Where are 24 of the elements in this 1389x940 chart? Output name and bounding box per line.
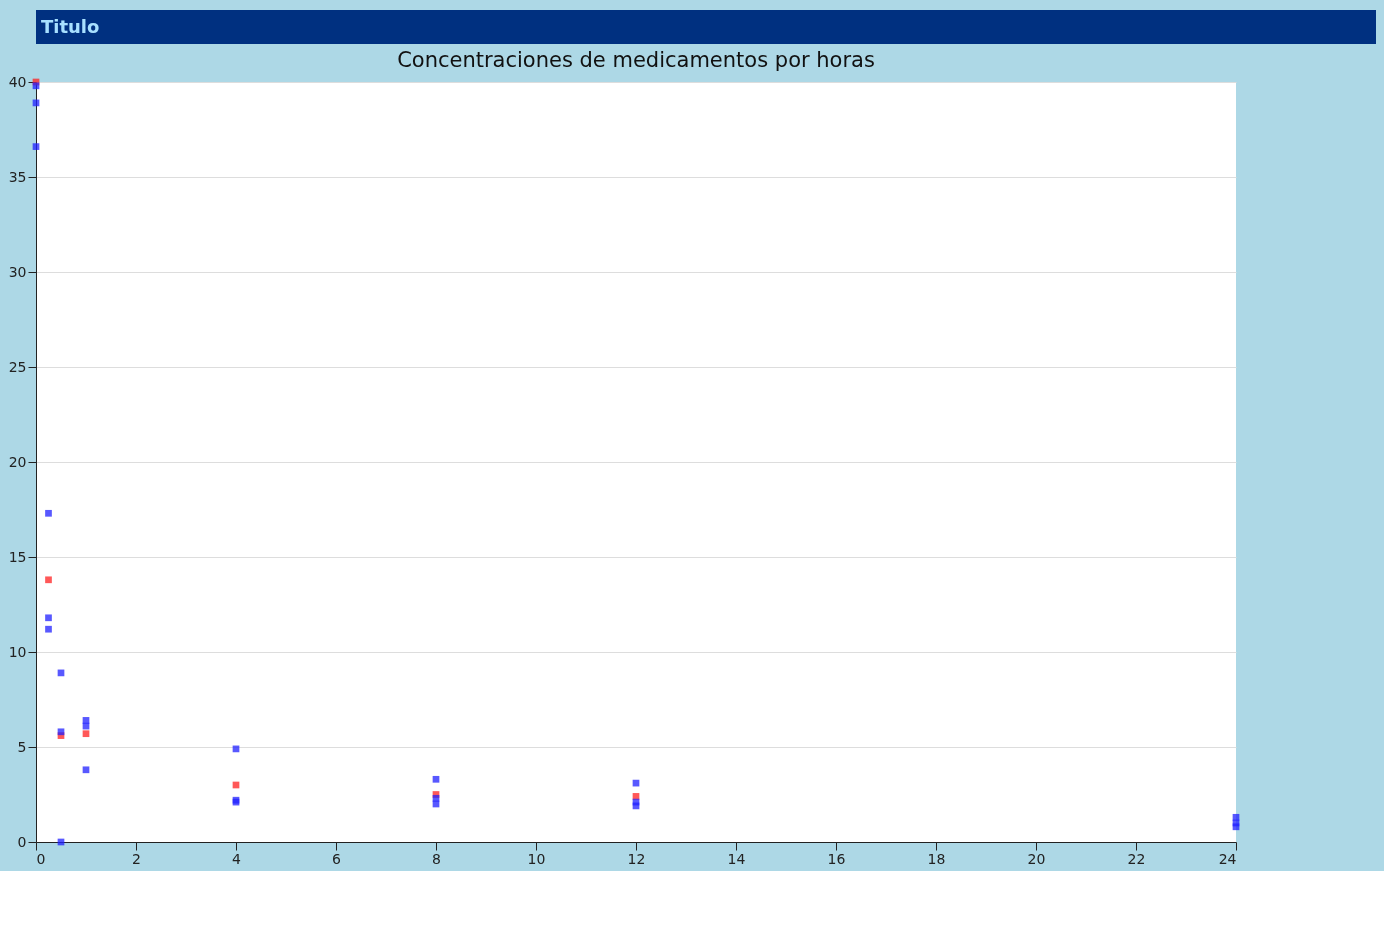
y-tick-label: 0 (17, 833, 27, 850)
x-tick-label: 2 (132, 850, 141, 867)
x-tick-label: 12 (627, 850, 646, 867)
x-tick-label: 22 (1127, 850, 1146, 867)
x-tick-label: 8 (432, 850, 441, 867)
y-tick-label: 5 (17, 738, 27, 755)
text: Titulo (41, 16, 100, 37)
x-tick-label: 24 (1218, 850, 1237, 867)
x-tick-label: 16 (827, 850, 846, 867)
y-tick-label: 35 (8, 168, 27, 185)
x-tick-label: 18 (927, 850, 946, 867)
y-tick-label: 40 (8, 73, 27, 90)
y-tick-label: 20 (8, 453, 27, 470)
y-tick-label: 30 (8, 263, 27, 280)
x-tick-label: 10 (527, 850, 546, 867)
y-tick-label: 15 (8, 548, 27, 565)
x-tick-label: 20 (1027, 850, 1046, 867)
x-tick-label: 14 (727, 850, 746, 867)
x-tick-label: 4 (232, 850, 242, 867)
y-tick-label: 25 (8, 358, 27, 375)
chart-title: Concentraciones de medicamentos por horas (397, 48, 875, 72)
x-tick-label: 0 (36, 850, 46, 867)
x-tick-label: 6 (332, 850, 342, 867)
y-tick-label: 10 (8, 643, 27, 660)
